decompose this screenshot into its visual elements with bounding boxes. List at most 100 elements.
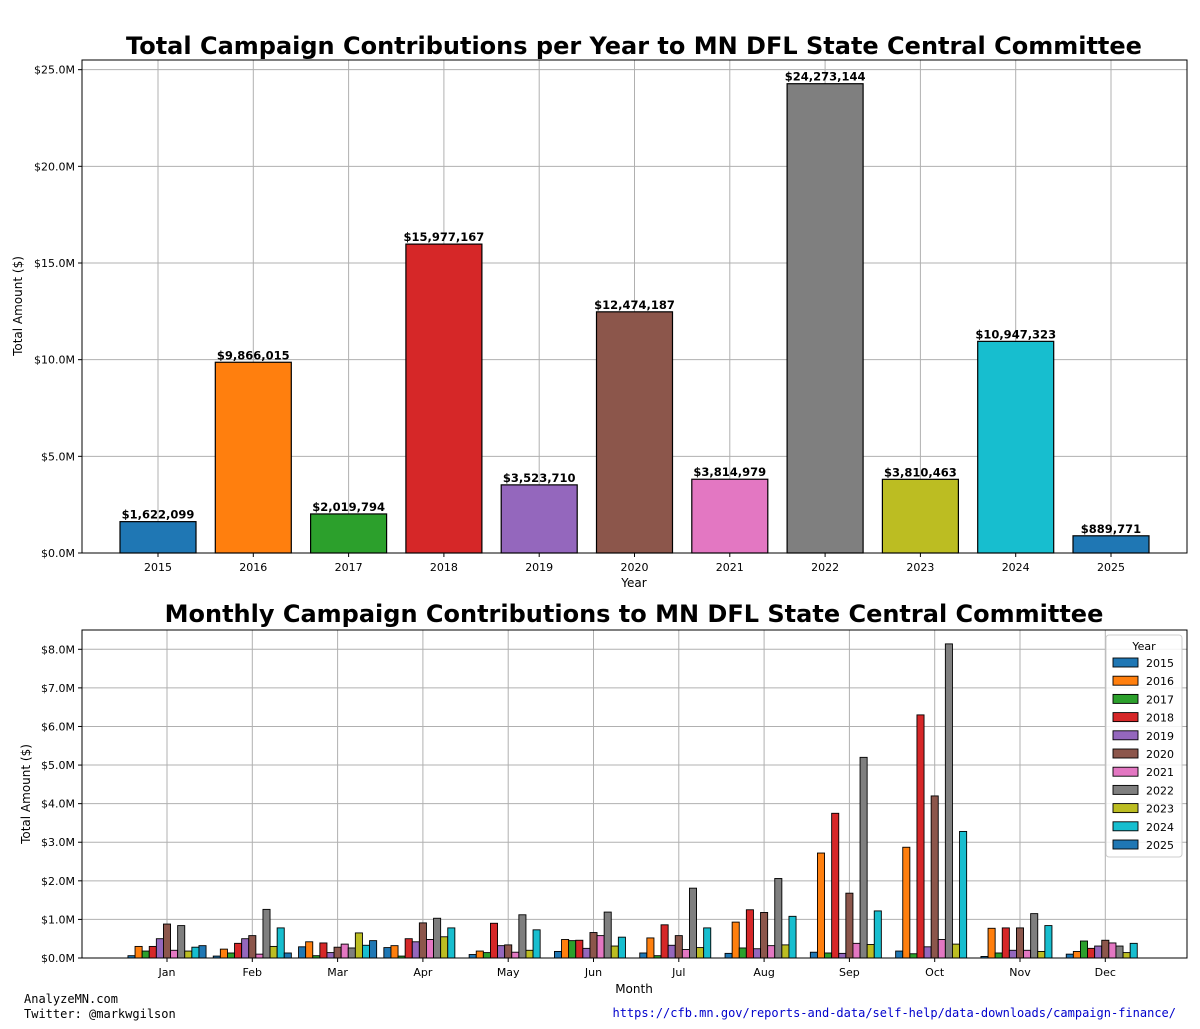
bar-Feb-2023 xyxy=(269,945,278,959)
legend-swatch-2016 xyxy=(1112,675,1139,686)
footer-twitter[interactable]: Twitter: @markwgilson xyxy=(24,1007,176,1021)
data-label-2022: $24,273,144 xyxy=(785,70,866,84)
bar-Jun-2015 xyxy=(554,950,563,959)
bottom-plot-frame xyxy=(81,629,1188,959)
bar-Feb-2018 xyxy=(234,942,243,959)
bar-Jul-2015 xyxy=(639,952,648,959)
legend-swatch-2018 xyxy=(1112,712,1139,723)
bottom-xtick-label: Sep xyxy=(839,966,860,979)
bar-Apr-2015 xyxy=(383,947,392,959)
bar-Aug-2021 xyxy=(767,945,776,959)
legend-swatch-2017 xyxy=(1112,693,1139,704)
bar-Nov-2017 xyxy=(994,952,1003,959)
bar-Sep-2022 xyxy=(859,756,868,959)
bottom-xtick-label: Oct xyxy=(925,966,945,979)
data-label-2021: $3,814,979 xyxy=(693,465,766,479)
bottom-xtick-label: Jun xyxy=(584,966,602,979)
bar-Jan-2022 xyxy=(177,925,186,959)
bar-Jan-2023 xyxy=(184,950,193,959)
bar-Sep-2020 xyxy=(845,892,854,959)
bar-2019 xyxy=(500,484,578,554)
bar-Dec-2023 xyxy=(1122,952,1131,959)
legend-swatch-2019 xyxy=(1112,730,1139,741)
bar-Nov-2024 xyxy=(1044,925,1053,959)
bar-Jan-2020 xyxy=(162,923,171,959)
bar-Aug-2020 xyxy=(760,912,769,959)
bottom-xtick-label: Dec xyxy=(1095,966,1116,979)
bar-Oct-2018 xyxy=(916,714,925,959)
bar-Sep-2021 xyxy=(852,942,861,959)
bar-Jun-2022 xyxy=(603,911,612,959)
bottom-ytick-label: $2.0M xyxy=(41,875,75,888)
bar-Apr-2023 xyxy=(440,936,449,959)
bar-Feb-2021 xyxy=(255,953,264,959)
footer-credits: AnalyzeMN.com Twitter: @markwgilson xyxy=(24,992,176,1022)
bar-Dec-2022 xyxy=(1115,945,1124,959)
bar-2021 xyxy=(691,478,769,554)
legend-label-2021: 2021 xyxy=(1146,766,1174,779)
legend-label-2023: 2023 xyxy=(1146,803,1174,816)
data-label-2015: $1,622,099 xyxy=(122,508,195,522)
top-xtick-label: 2024 xyxy=(1002,561,1030,574)
bottom-ytick-label: $0.0M xyxy=(41,952,75,965)
bar-2024 xyxy=(977,340,1055,554)
legend: Year 2015 2016 2017 2018 2019 2020 2021 2022 2023… xyxy=(1105,634,1183,858)
bar-Aug-2018 xyxy=(745,909,754,959)
top-xtick-label: 2025 xyxy=(1097,561,1125,574)
bottom-xtick-label: Jan xyxy=(158,966,176,979)
bar-Nov-2021 xyxy=(1023,949,1032,959)
legend-label-2025: 2025 xyxy=(1146,839,1174,852)
bar-Nov-2018 xyxy=(1001,927,1010,959)
top-xtick-label: 2015 xyxy=(144,561,172,574)
data-label-2016: $9,866,015 xyxy=(217,348,290,362)
bar-Jan-2025 xyxy=(198,945,207,959)
bottom-xtick-label: Feb xyxy=(243,966,262,979)
bar-Oct-2017 xyxy=(909,953,918,959)
bar-Jul-2023 xyxy=(696,947,705,959)
bar-Mar-2019 xyxy=(326,952,335,959)
legend-swatch-2020 xyxy=(1112,748,1139,759)
bar-Dec-2016 xyxy=(1072,950,1081,959)
bar-Feb-2022 xyxy=(262,908,271,959)
legend-label-2022: 2022 xyxy=(1146,784,1174,797)
bar-Jul-2016 xyxy=(646,937,655,959)
top-ytick-label: $15.0M xyxy=(34,257,75,270)
bar-Oct-2020 xyxy=(930,795,939,959)
top-xtick-label: 2021 xyxy=(716,561,744,574)
bar-May-2022 xyxy=(518,914,527,959)
source-link[interactable]: https://cfb.mn.gov/reports-and-data/self… xyxy=(612,1006,1176,1020)
bar-Apr-2016 xyxy=(390,945,399,959)
bar-2017 xyxy=(310,513,388,554)
bar-Feb-2017 xyxy=(226,952,235,959)
bar-Sep-2015 xyxy=(809,951,818,959)
bar-May-2015 xyxy=(468,954,477,959)
bar-Apr-2020 xyxy=(418,922,427,959)
bar-Jan-2019 xyxy=(155,938,164,959)
bar-2020 xyxy=(595,311,674,554)
bar-Oct-2016 xyxy=(902,846,911,959)
bar-Oct-2015 xyxy=(895,950,904,959)
bar-May-2017 xyxy=(482,952,491,959)
bar-Aug-2023 xyxy=(781,944,790,959)
bar-Jul-2024 xyxy=(703,927,712,959)
footer-site[interactable]: AnalyzeMN.com xyxy=(24,992,118,1006)
bar-Sep-2024 xyxy=(873,910,882,959)
data-label-2018: $15,977,167 xyxy=(404,230,485,244)
legend-swatch-2024 xyxy=(1112,821,1139,832)
bar-Jun-2020 xyxy=(589,932,598,959)
legend-label-2015: 2015 xyxy=(1146,657,1174,670)
bar-May-2023 xyxy=(525,949,534,959)
bar-May-2020 xyxy=(504,944,513,959)
bar-Jun-2024 xyxy=(617,936,626,959)
legend-label-2018: 2018 xyxy=(1146,712,1174,725)
bar-Dec-2017 xyxy=(1079,940,1088,959)
data-label-2020: $12,474,187 xyxy=(594,298,675,312)
bar-May-2024 xyxy=(532,929,541,959)
bar-Apr-2021 xyxy=(426,939,435,959)
top-ytick-label: $5.0M xyxy=(41,450,75,463)
bar-Jul-2022 xyxy=(689,887,698,959)
bottom-ytick-label: $6.0M xyxy=(41,720,75,733)
legend-label-2019: 2019 xyxy=(1146,730,1174,743)
bar-Feb-2020 xyxy=(248,935,257,959)
